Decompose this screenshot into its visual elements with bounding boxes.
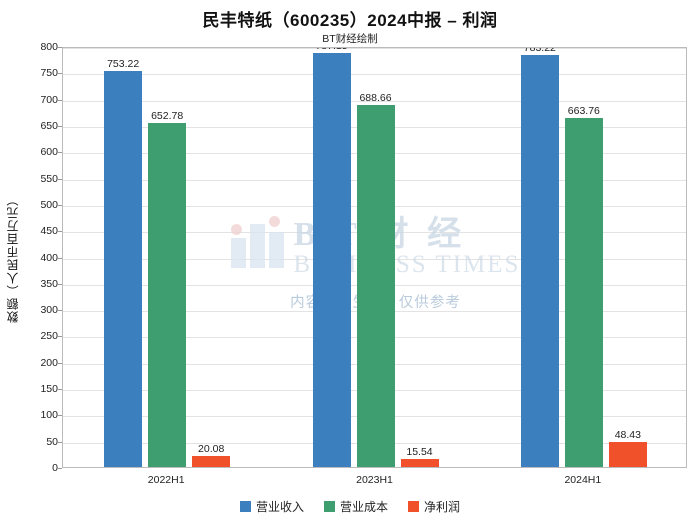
watermark-bar-1 [230, 238, 246, 268]
x-axis-tick-label: 2022H1 [147, 474, 185, 486]
y-axis-tick-mark [57, 257, 62, 259]
y-axis-tick-label: 550 [40, 172, 58, 185]
y-axis-tick-label: 400 [40, 251, 58, 264]
y-axis-tick-mark [57, 336, 62, 338]
legend-item-净利润[interactable]: 净利润 [408, 498, 460, 515]
y-axis-label-text: 数额（人民币百万元） [5, 192, 20, 323]
bar-value-label: 787.15 [315, 48, 347, 52]
y-axis-tick-label: 450 [40, 225, 58, 238]
y-axis-tick-label: 700 [40, 93, 58, 106]
legend-label: 净利润 [424, 500, 461, 514]
y-axis-tick-mark [57, 441, 62, 443]
bar-value-label: 48.43 [614, 428, 641, 441]
y-axis-tick-mark [57, 204, 62, 206]
bar-净利润-2022H1 [192, 456, 231, 467]
watermark-dot-1 [230, 224, 242, 235]
y-axis-tick-mark [57, 231, 62, 233]
x-axis-tick-label: 2023H1 [356, 474, 393, 486]
chart-subtitle: BT财经绘制 [322, 33, 378, 45]
bar-value-label: 783.22 [523, 47, 556, 54]
y-axis-tick-mark [57, 73, 62, 75]
legend-item-营业成本[interactable]: 营业成本 [323, 498, 388, 515]
y-axis-tick-label: 100 [40, 409, 58, 422]
y-axis-tick-label: 300 [40, 304, 58, 317]
watermark-bar-3 [268, 232, 284, 268]
gridline [63, 74, 686, 76]
bar-value-label: 753.22 [107, 57, 140, 70]
y-axis-tick-label: 600 [40, 146, 58, 159]
y-axis-tick-label: 350 [40, 277, 58, 290]
y-axis-tick-label: 200 [40, 356, 58, 369]
legend-swatch-icon [239, 501, 251, 512]
bar-value-label: 15.54 [406, 445, 433, 458]
y-axis-tick-label: 750 [40, 67, 58, 80]
y-axis-tick-mark [57, 47, 62, 48]
watermark-mark [230, 216, 284, 268]
y-axis-tick-mark [57, 389, 62, 391]
y-axis-tick-label: 650 [40, 119, 58, 132]
legend-swatch-icon [323, 501, 335, 512]
bar-营业收入-2022H1 [104, 70, 143, 467]
y-axis-tick-mark [57, 310, 62, 312]
bar-营业成本-2024H1 [564, 117, 603, 467]
bar-营业收入-2024H1 [520, 54, 559, 467]
y-axis-tick-mark [57, 415, 62, 417]
legend-label: 营业成本 [339, 500, 388, 514]
watermark-bars-icon [230, 216, 284, 268]
bar-value-label: 663.76 [567, 104, 600, 117]
y-axis-tick-label: 250 [40, 330, 58, 343]
bar-value-label: 20.08 [198, 443, 225, 456]
watermark-bar-2 [249, 224, 265, 268]
gridline [63, 48, 686, 49]
y-axis-tick-label: 0 [52, 462, 58, 474]
y-axis-tick-mark [57, 178, 62, 180]
gridline [63, 100, 686, 102]
y-axis-tick-mark [57, 125, 62, 127]
chart-title: 民丰特纸（600235）2024中报 – 利润 [202, 11, 498, 30]
y-axis-tick-mark [57, 283, 62, 285]
plot-area: B T 财 经 BUSINESS TIMES 内容由AI生成，仅供参考 753.… [62, 47, 687, 468]
bar-营业收入-2023H1 [312, 52, 351, 467]
legend-label: 营业收入 [255, 500, 304, 514]
y-axis-tick-label: 150 [40, 383, 58, 396]
legend-item-营业收入[interactable]: 营业收入 [239, 498, 304, 515]
legend-swatch-icon [408, 501, 419, 512]
bar-营业成本-2022H1 [148, 123, 187, 467]
y-axis-tick-mark [57, 362, 62, 364]
bar-营业成本-2023H1 [356, 104, 395, 467]
bar-value-label: 688.66 [359, 91, 392, 104]
y-axis-tick-label: 800 [40, 41, 58, 53]
watermark-dot-2 [268, 216, 280, 227]
y-axis-tick-mark [57, 468, 62, 469]
chart-legend: 营业收入 营业成本 净利润 [0, 498, 700, 515]
y-axis-tick-mark [57, 152, 62, 154]
y-axis-tick-label: 500 [40, 198, 58, 211]
bar-净利润-2024H1 [608, 441, 647, 467]
y-axis-tick-mark [57, 99, 62, 101]
x-axis-tick-label: 2024H1 [564, 474, 602, 486]
bar-value-label: 652.78 [151, 110, 184, 123]
y-axis-label: 数额（人民币百万元） [4, 47, 20, 468]
y-axis-tick-label: 50 [46, 435, 58, 448]
bar-净利润-2023H1 [400, 458, 439, 467]
